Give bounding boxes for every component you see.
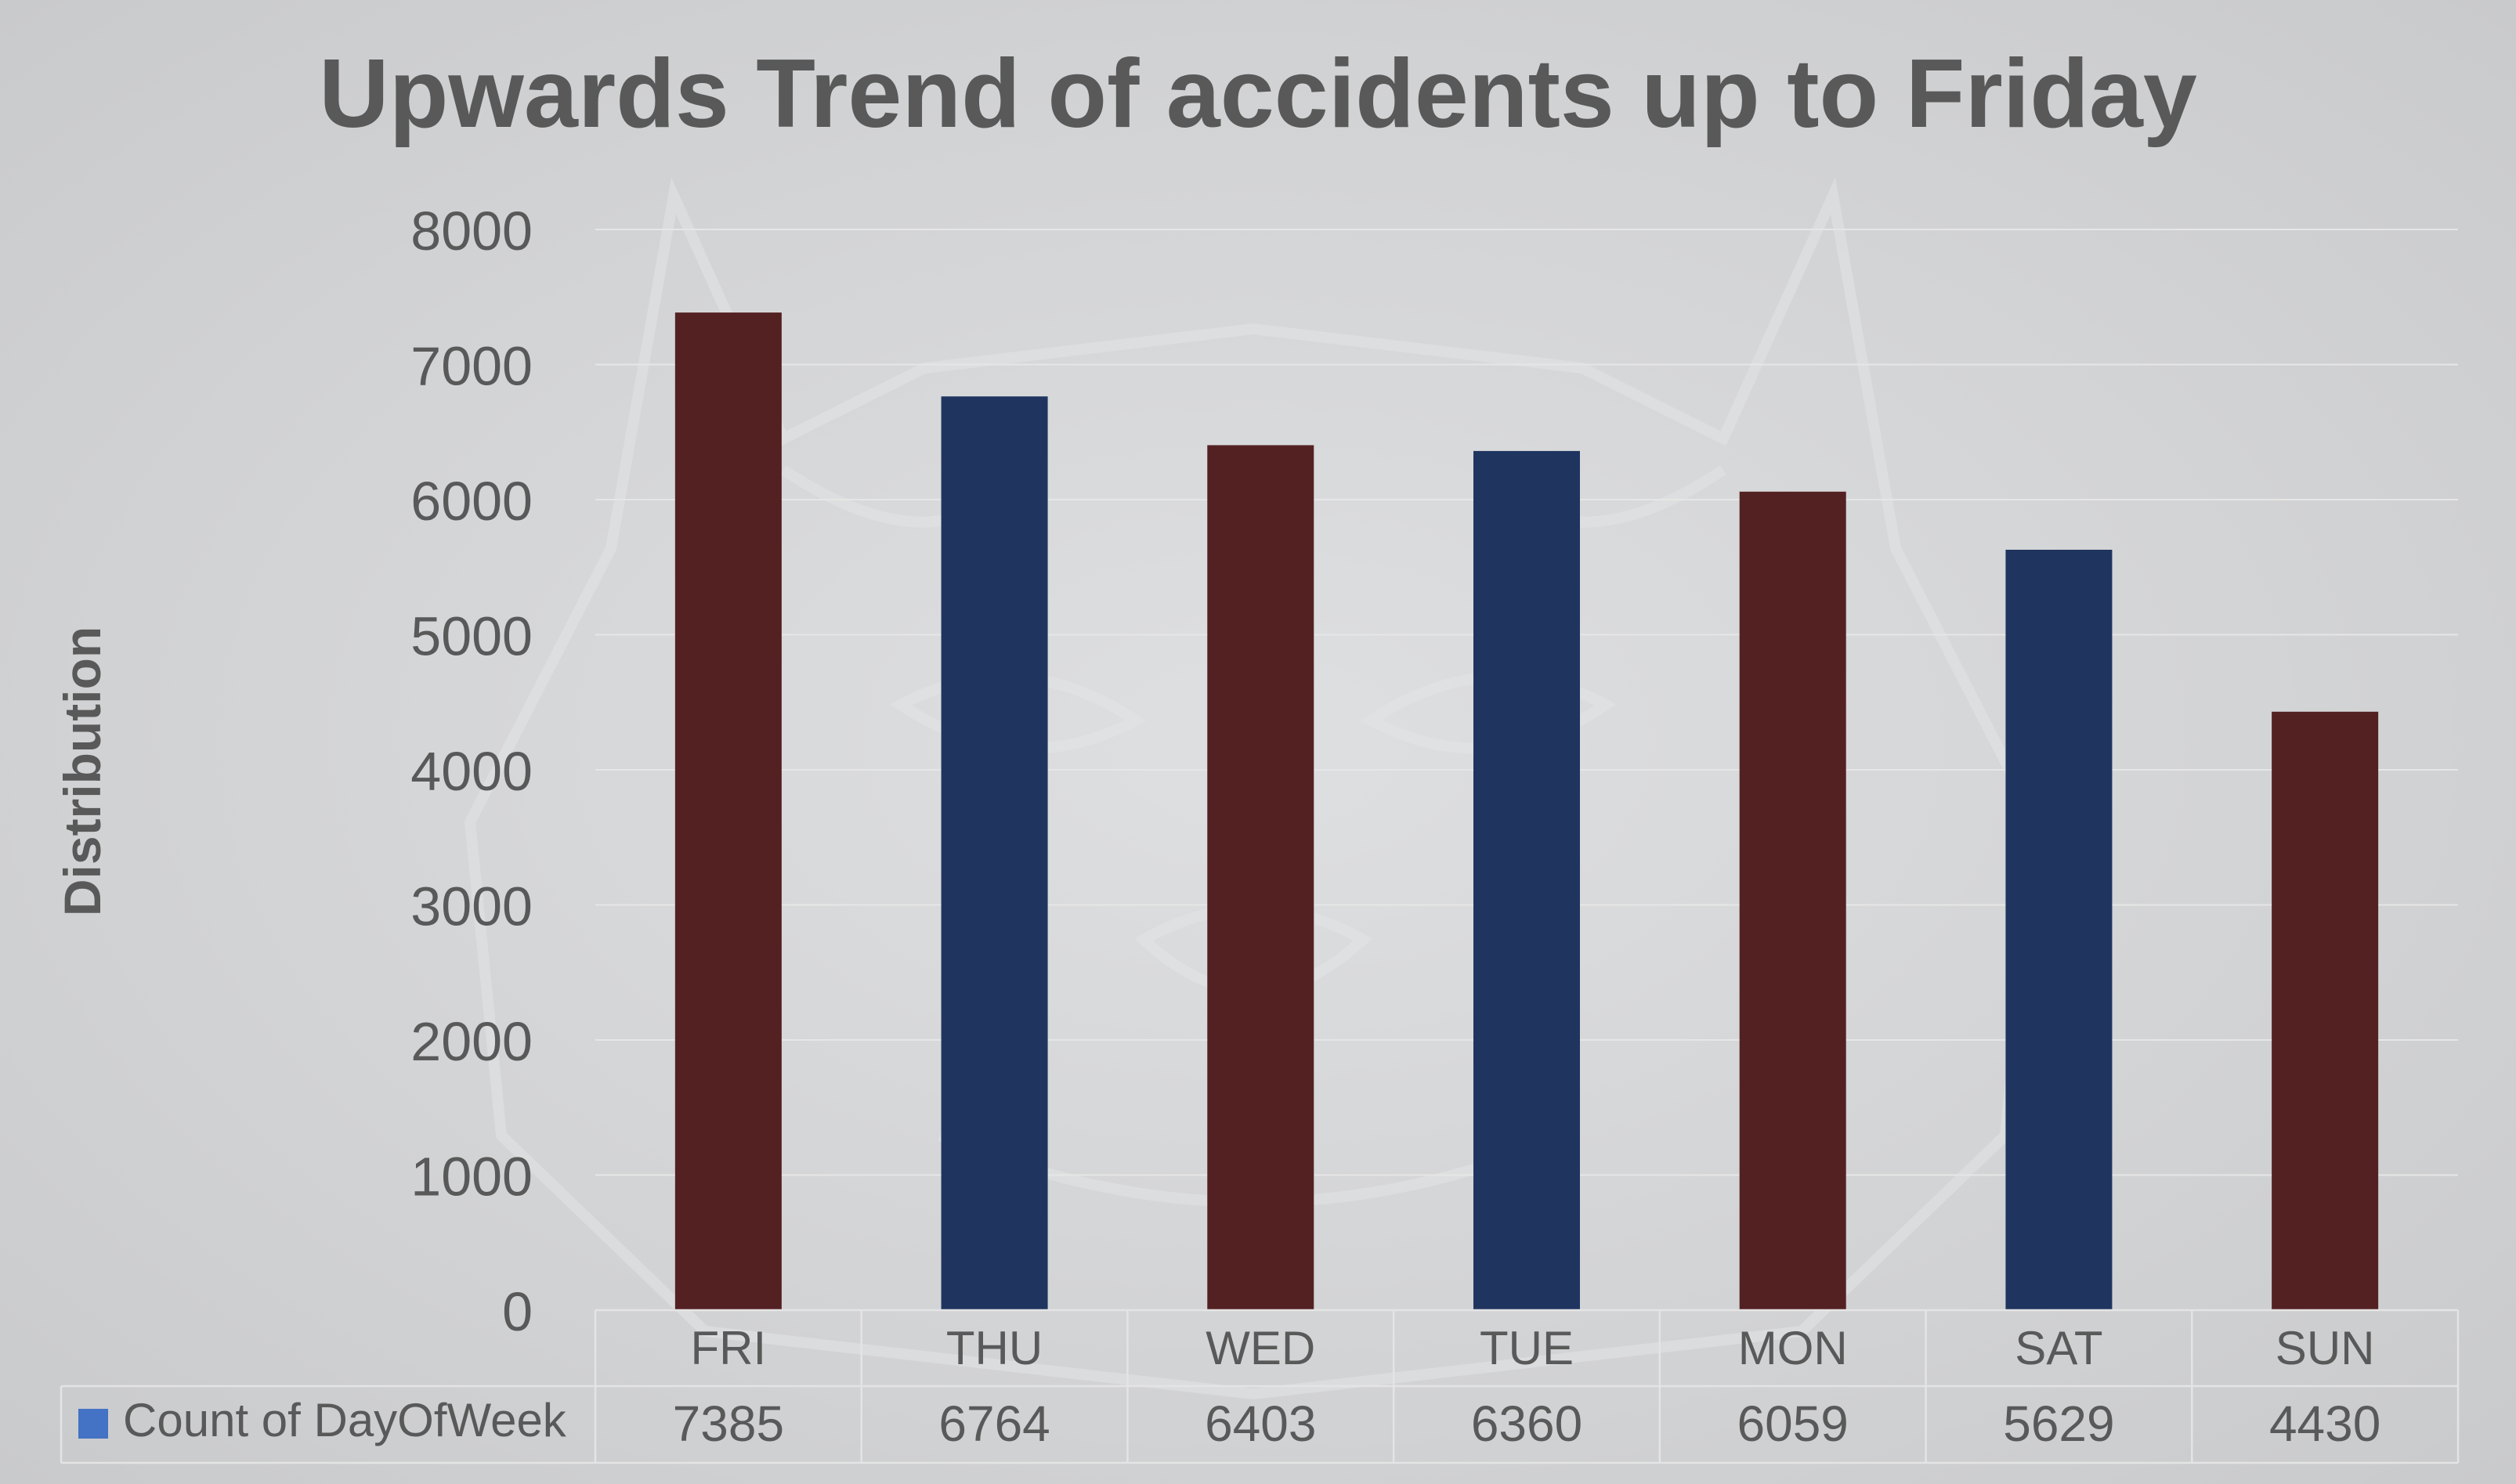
x-category-label: FRI [691, 1322, 767, 1374]
y-tick-label: 8000 [410, 200, 533, 262]
x-category-label: MON [1738, 1322, 1848, 1374]
legend-series-name: Count of DayOfWeek [123, 1394, 567, 1446]
bar-fri [674, 312, 782, 1310]
y-tick-label: 6000 [410, 471, 533, 532]
data-table-value: 4430 [2269, 1396, 2380, 1452]
y-tick-label: 4000 [410, 741, 533, 802]
x-category-label: SUN [2276, 1322, 2375, 1374]
x-category-label: WED [1206, 1322, 1315, 1374]
bar-wed [1207, 445, 1314, 1311]
data-table-value: 7385 [673, 1396, 784, 1452]
chart-title: Upwards Trend of accidents up to Friday [319, 40, 2197, 148]
data-table: FRI 7385 THU 6764 WED 6403 TUE 6360 MON 6059 SAT 56… [60, 1309, 2460, 1464]
y-axis-ticks: 0 1000 2000 3000 4000 5000 6000 7000 8000 [410, 200, 533, 1342]
data-table-value: 6059 [1737, 1396, 1849, 1452]
data-table-value: 6764 [938, 1396, 1050, 1452]
bar-mon [1739, 491, 1846, 1310]
bar-tue [1473, 450, 1580, 1310]
x-category-label: THU [946, 1322, 1043, 1374]
y-tick-label: 3000 [410, 876, 533, 937]
y-tick-label: 0 [502, 1281, 533, 1342]
data-table-value: 5629 [2003, 1396, 2114, 1452]
y-tick-label: 7000 [410, 336, 533, 397]
legend-swatch [78, 1409, 108, 1439]
y-axis-label: Distribution [53, 626, 111, 916]
data-table-value: 6403 [1205, 1396, 1316, 1452]
y-tick-label: 5000 [410, 606, 533, 667]
y-tick-label: 2000 [410, 1011, 533, 1072]
bar-sun [2272, 711, 2379, 1310]
data-table-value: 6360 [1471, 1396, 1582, 1452]
y-tick-label: 1000 [410, 1146, 533, 1208]
x-category-label: SAT [2015, 1322, 2102, 1374]
x-category-label: TUE [1480, 1322, 1574, 1374]
bar-sat [2005, 549, 2113, 1310]
bars [674, 312, 2379, 1311]
bar-thu [941, 396, 1048, 1311]
